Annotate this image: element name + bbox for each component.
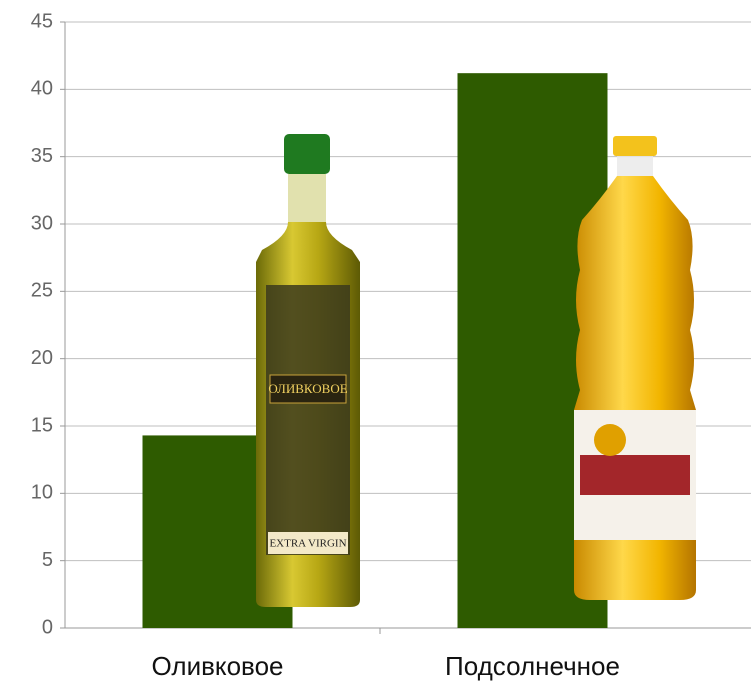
- y-tick-label: 25: [31, 280, 53, 302]
- y-tick-label: 15: [31, 414, 53, 436]
- bottle-label: EXTRA VIRGIN: [269, 538, 346, 550]
- y-tick-label: 45: [31, 10, 53, 32]
- bottle-label: ОЛИВКОВОЕ: [268, 381, 347, 396]
- plot-area: 0 5 10 15 20 25 30 35 40 45 Оливковое Подсолнечное: [31, 10, 751, 681]
- y-tick-label: 30: [31, 212, 53, 234]
- sunflower-bottle: [574, 136, 696, 600]
- y-tick-label: 35: [31, 145, 53, 167]
- y-tick-label: 0: [42, 616, 53, 638]
- x-tick-label: Подсолнечное: [445, 651, 620, 681]
- y-tick-label: 40: [31, 78, 53, 100]
- y-tick-label: 20: [31, 347, 53, 369]
- y-tick-label: 5: [42, 549, 53, 571]
- bottles: ОЛИВКОВОЕ EXTRA VIRGIN: [256, 134, 696, 607]
- olive-bottle: ОЛИВКОВОЕ EXTRA VIRGIN: [256, 134, 360, 607]
- y-tick-label: 10: [31, 482, 53, 504]
- x-tick-label: Оливковое: [151, 651, 283, 681]
